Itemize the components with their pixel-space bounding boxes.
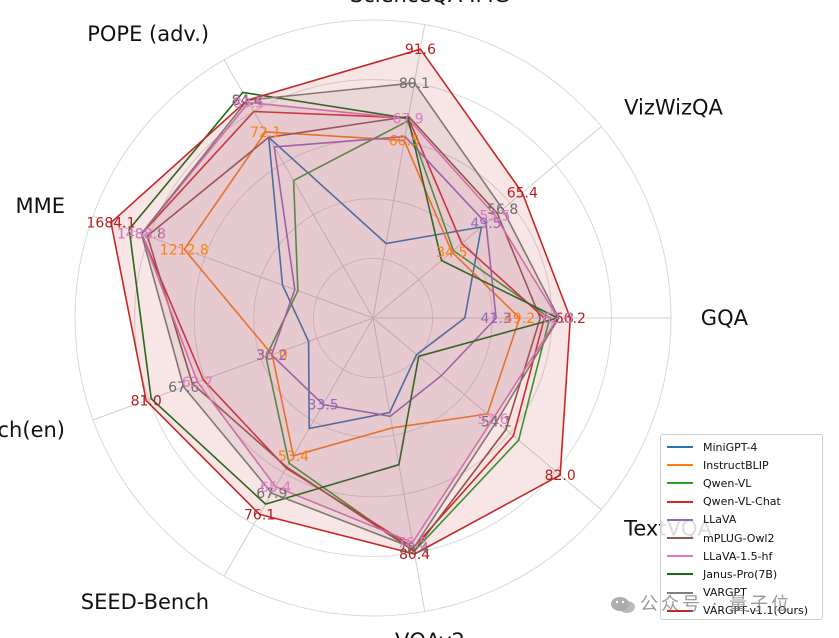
value-label: 81.0 [131, 394, 162, 410]
axis-spoke-vizwizqa [372, 126, 602, 319]
legend-item: Qwen-VL [667, 474, 816, 492]
value-label: 91.6 [405, 42, 436, 58]
axis-label-vqav2: VQAv2 [395, 629, 465, 638]
value-label: 60.5 [389, 133, 420, 149]
value-label: 36.2 [256, 348, 287, 364]
value-label: 84.4 [232, 93, 263, 109]
legend-label: VARGPT-v1.1(Ours) [703, 604, 808, 618]
value-label: 80.1 [399, 76, 430, 92]
value-label: 1212.8 [160, 242, 209, 258]
value-label: 41.3 [481, 311, 512, 327]
legend-item: InstructBLIP [667, 456, 816, 474]
axis-label-pope-adv-: POPE (adv.) [87, 22, 209, 46]
legend-label: Qwen-VL-Chat [703, 495, 781, 509]
value-label: 65.4 [507, 186, 538, 202]
legend-item: LLaVA [667, 511, 816, 529]
legend-swatch [667, 609, 693, 612]
legend-item: VARGPT-v1.1(Ours) [667, 602, 816, 620]
series-vargpt-v1-1-ours- [110, 48, 572, 555]
value-label: 62.7 [182, 375, 213, 391]
legend-label: LLaVA-1.5-hf [703, 549, 773, 563]
legend-label: Janus-Pro(7B) [703, 567, 778, 581]
value-label: 65.4 [260, 480, 291, 496]
legend-label: InstructBLIP [703, 458, 769, 472]
axis-label-gqa: GQA [701, 306, 749, 330]
series-vargpt [140, 82, 560, 549]
legend-swatch [667, 537, 693, 540]
legend-swatch [667, 500, 693, 503]
value-label: 83.5 [233, 96, 264, 112]
legend-label: VARGPT [703, 586, 747, 600]
legend-label: Qwen-VL [703, 476, 752, 490]
axis-label-mmbench-en-: MMBench(en) [0, 418, 65, 442]
value-label: 62.0 [542, 311, 573, 327]
axis-label-layer: GQA VizWizQA ScienceQA-IMG POPE (adv.) MME MM… [0, 0, 749, 638]
value-label: 1488.3 [117, 227, 166, 243]
legend-item: LLaVA-1.5-hf [667, 547, 816, 565]
value-label-layer: 66.262.362.049.241.365.456.853.549.534.5… [87, 42, 586, 563]
value-label: 84.4 [232, 93, 263, 109]
value-label: 62.3 [543, 311, 574, 327]
value-label: 34.5 [436, 245, 467, 261]
axis-label-mme: MME [15, 194, 65, 218]
axis-spoke-mme [92, 215, 374, 319]
legend: MiniGPT-4 InstructBLIP Qwen-VL Qwen-VL-Chat… [660, 434, 823, 620]
series-llava-1-5-hf [140, 101, 559, 544]
value-label: 67.9 [256, 486, 287, 502]
legend-item: Qwen-VL-Chat [667, 493, 816, 511]
series-llava [270, 135, 497, 418]
axis-label-seed-bench: SEED-Bench [81, 590, 209, 614]
value-label: 66.2 [555, 311, 586, 327]
value-label: 53.5 [480, 209, 511, 225]
value-label: 33.5 [308, 398, 339, 414]
axis-label-scienceqa-img: ScienceQA-IMG [350, 0, 510, 7]
value-label: 1488.8 [117, 227, 166, 243]
legend-item: mPLUG-Owl2 [667, 529, 816, 547]
series-layer [110, 48, 572, 555]
legend-swatch [667, 573, 693, 576]
value-label: 76.1 [244, 507, 275, 523]
value-label: 78.4 [398, 541, 429, 557]
axis-spoke-scienceqa-img [372, 24, 426, 319]
value-label: 1684.1 [87, 216, 136, 232]
radar-grid [74, 19, 672, 617]
value-label: 54.1 [481, 415, 512, 431]
series-janus-pro-7b- [128, 91, 559, 505]
legend-label: MiniGPT-4 [703, 440, 758, 454]
legend-swatch [667, 518, 693, 521]
value-label: 82.0 [545, 468, 576, 484]
value-label: 53.4 [278, 449, 309, 465]
legend-label: LLaVA [703, 513, 737, 527]
legend-label: mPLUG-Owl2 [703, 531, 775, 545]
legend-swatch [667, 464, 693, 467]
value-label: 80.4 [399, 547, 430, 563]
legend-swatch [667, 591, 693, 594]
value-label: 72.1 [250, 125, 281, 141]
legend-item: MiniGPT-4 [667, 438, 816, 456]
legend-swatch [667, 482, 693, 485]
value-label: 36.0 [257, 348, 288, 364]
value-label: 76.5 [397, 536, 428, 552]
value-label: 67.6 [168, 380, 199, 396]
series-minigpt-4 [267, 136, 483, 430]
legend-item: Janus-Pro(7B) [667, 565, 816, 583]
legend-swatch [667, 555, 693, 558]
series-qwen-vl-chat [140, 110, 546, 549]
series-instructblip [183, 131, 521, 457]
axis-spoke-mmbench-en- [92, 317, 374, 421]
value-label: 52.6 [478, 412, 509, 428]
value-label: 67.9 [393, 112, 424, 128]
value-label: 49.5 [470, 216, 501, 232]
axis-label-vizwizqa: VizWizQA [624, 95, 723, 119]
value-label: 56.8 [487, 202, 518, 218]
value-label: 49.2 [504, 311, 535, 327]
legend-item: VARGPT [667, 584, 816, 602]
legend-swatch [667, 446, 693, 449]
axis-spoke-seed-bench [223, 317, 374, 577]
